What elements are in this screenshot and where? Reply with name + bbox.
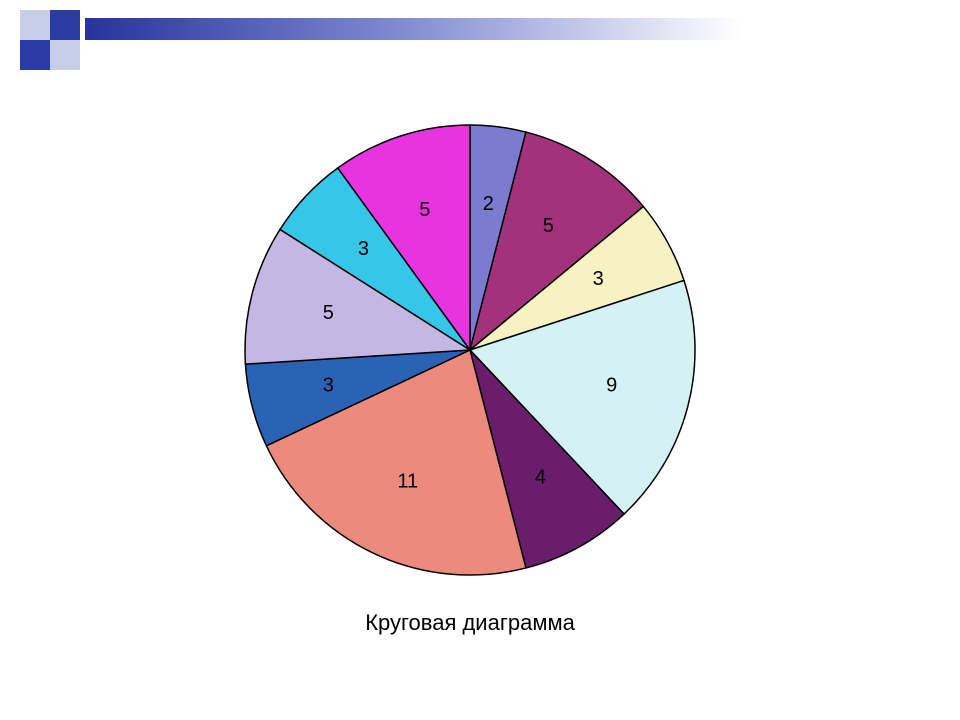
pie-slice-label: 3 — [323, 375, 334, 397]
decor-square — [50, 10, 80, 40]
pie-slice-label: 2 — [483, 193, 494, 215]
decor-gradient — [85, 18, 960, 40]
pie-slice-label: 9 — [606, 375, 617, 397]
pie-slice-label: 5 — [323, 302, 334, 324]
pie-slice-label: 5 — [419, 199, 430, 221]
pie-slice-label: 3 — [358, 238, 369, 260]
decor-square — [50, 40, 80, 70]
pie-slice-label: 5 — [543, 215, 554, 237]
decor-square — [20, 40, 50, 70]
chart-title: Круговая диаграмма — [220, 610, 720, 636]
pie-chart-container: 2 5 3 9 4 11 3 5 3 5 Круговая диаграмма — [220, 100, 720, 640]
decor-square — [20, 10, 50, 40]
pie-slice-label: 3 — [593, 268, 604, 290]
pie-chart: 2 5 3 9 4 11 3 5 3 5 — [220, 100, 720, 600]
pie-slice-label: 11 — [397, 471, 418, 493]
pie-slice-label: 4 — [535, 466, 546, 488]
